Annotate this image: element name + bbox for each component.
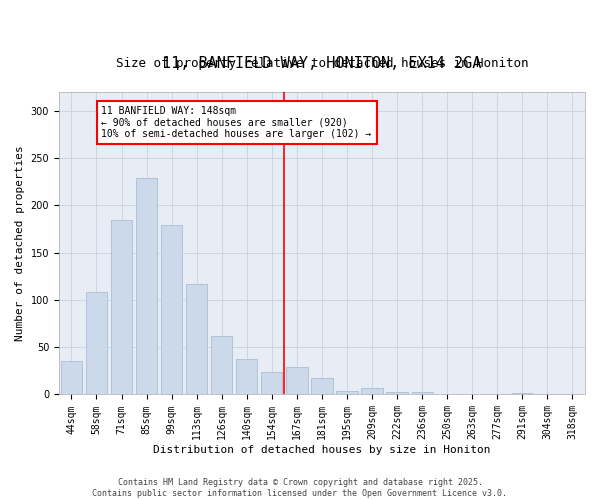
Bar [211, 336, 232, 394]
Bar [412, 392, 433, 394]
Bar [337, 390, 358, 394]
Bar [512, 392, 533, 394]
Bar [311, 378, 332, 394]
Bar [361, 388, 383, 394]
Text: Contains HM Land Registry data © Crown copyright and database right 2025.
Contai: Contains HM Land Registry data © Crown c… [92, 478, 508, 498]
Bar [261, 372, 283, 394]
Bar [136, 178, 157, 394]
X-axis label: Distribution of detached houses by size in Honiton: Distribution of detached houses by size … [153, 445, 491, 455]
Y-axis label: Number of detached properties: Number of detached properties [15, 146, 25, 341]
Bar [236, 360, 257, 394]
Bar [286, 367, 308, 394]
Bar [186, 284, 208, 395]
Bar [161, 225, 182, 394]
Bar [386, 392, 408, 394]
Text: 11, BANFIELD WAY, HONITON, EX14 2GA: 11, BANFIELD WAY, HONITON, EX14 2GA [162, 56, 482, 71]
Bar [86, 292, 107, 394]
Title: Size of property relative to detached houses in Honiton: Size of property relative to detached ho… [116, 57, 528, 70]
Bar [111, 220, 132, 394]
Text: 11 BANFIELD WAY: 148sqm
← 90% of detached houses are smaller (920)
10% of semi-d: 11 BANFIELD WAY: 148sqm ← 90% of detache… [101, 106, 372, 140]
Bar [61, 362, 82, 394]
